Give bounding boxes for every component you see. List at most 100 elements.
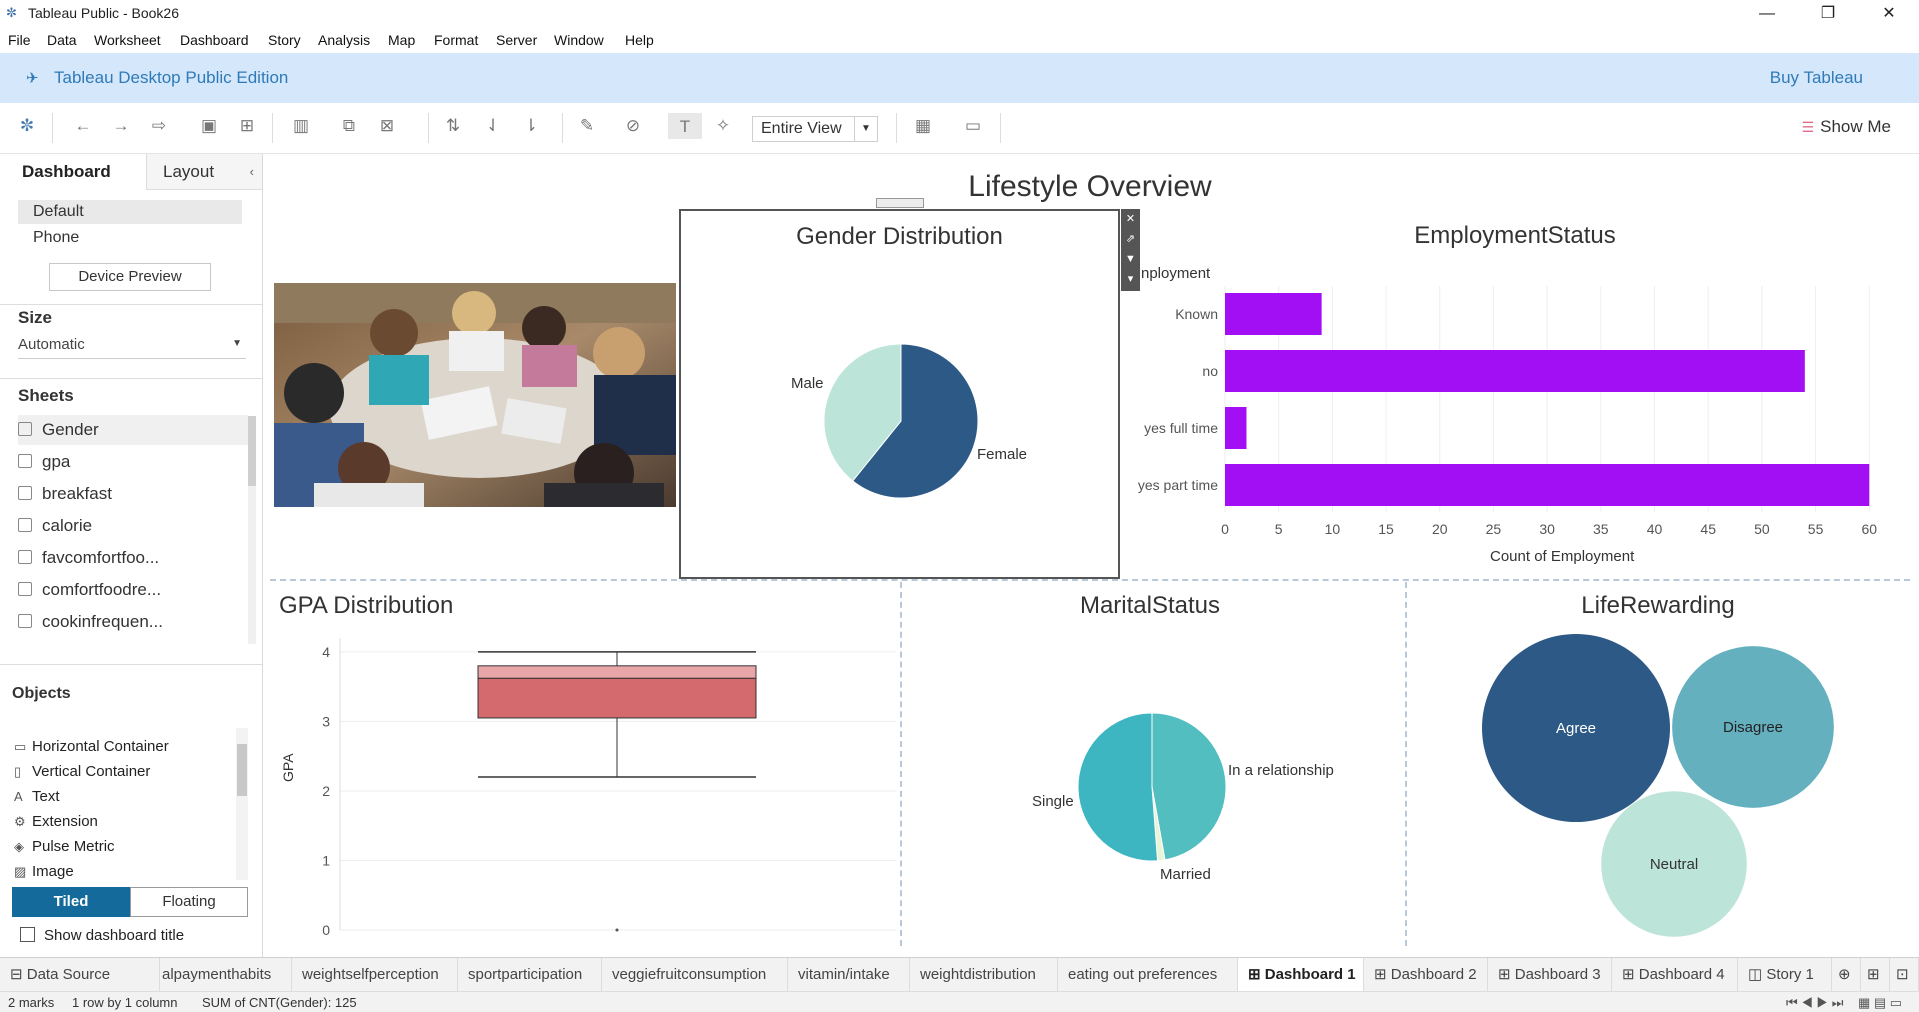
students-photo[interactable]: [274, 283, 676, 507]
tab-dashboard[interactable]: Dashboard: [0, 154, 146, 190]
device-preview-button[interactable]: Device Preview: [49, 263, 211, 291]
menu-analysis[interactable]: Analysis: [318, 32, 371, 48]
new-worksheet-tab-icon[interactable]: ⊕: [1832, 958, 1861, 992]
sort-ascending-icon[interactable]: ⇃: [485, 116, 501, 135]
size-dropdown[interactable]: Automatic ▼: [18, 336, 246, 359]
sheet-item-gpa[interactable]: gpa: [18, 447, 248, 477]
tab-sheet[interactable]: vitamin/intake: [788, 958, 910, 992]
tab-dashboard-4[interactable]: ⊞ Dashboard 4: [1612, 958, 1738, 992]
menu-story[interactable]: Story: [268, 32, 301, 48]
sheets-scrollbar[interactable]: [248, 416, 256, 644]
gender-pie-chart[interactable]: [681, 211, 1118, 577]
sheet-item-breakfast[interactable]: breakfast: [18, 479, 248, 509]
close-button[interactable]: ✕: [1882, 5, 1896, 22]
marital-pie-slice[interactable]: [1077, 712, 1159, 862]
new-story-tab-icon[interactable]: ⊡: [1890, 958, 1919, 992]
save-icon[interactable]: ▣: [200, 116, 218, 135]
employment-bar-chart[interactable]: 0 5 10 15 20 25 30 35 40 45 50 55 60 Known no yes full …: [1120, 280, 1900, 560]
tab-sheet[interactable]: veggiefruitconsumption: [602, 958, 788, 992]
menu-file[interactable]: File: [8, 32, 31, 48]
tab-sheet[interactable]: sportparticipation: [458, 958, 602, 992]
marital-pie-chart[interactable]: [1000, 680, 1300, 880]
employment-bar[interactable]: [1225, 464, 1870, 506]
tab-layout[interactable]: Layout ‹: [146, 154, 262, 190]
sheet-item-comfortfoodreasons[interactable]: comfortfoodre...: [18, 575, 248, 605]
show-cards-icon[interactable]: ▦: [914, 116, 932, 135]
clear-sheet-icon[interactable]: ⊠: [379, 116, 395, 135]
tab-dashboard-1[interactable]: ⊞ Dashboard 1: [1238, 958, 1364, 992]
show-labels-icon[interactable]: T: [668, 113, 702, 139]
new-data-source-icon[interactable]: ⊞: [239, 116, 255, 135]
new-worksheet-icon[interactable]: ▥: [292, 116, 310, 135]
employment-bar[interactable]: [1225, 407, 1247, 449]
object-vertical-container[interactable]: ▯ Vertical Container: [14, 761, 150, 783]
group-icon[interactable]: ⊘: [625, 116, 641, 135]
filter-icon[interactable]: ▼: [1125, 253, 1136, 265]
tab-navigation-icons[interactable]: ⏮ ◀ ▶ ⏭: [1786, 995, 1844, 1010]
undo-icon[interactable]: ←: [74, 116, 92, 135]
gpa-box-plot[interactable]: 0 1 2 3 4: [300, 630, 896, 946]
object-pulse-metric[interactable]: ◈ Pulse Metric: [14, 836, 115, 858]
buy-tableau-link[interactable]: Buy Tableau: [1769, 68, 1863, 87]
menu-help[interactable]: Help: [625, 32, 654, 48]
duplicate-icon[interactable]: ⧉: [342, 116, 356, 135]
gender-pie-slice[interactable]: [851, 343, 979, 499]
employment-bar[interactable]: [1225, 293, 1322, 335]
more-options-icon[interactable]: ▾: [1127, 273, 1134, 285]
menu-format[interactable]: Format: [434, 32, 479, 48]
move-handle[interactable]: [876, 198, 924, 208]
highlight-icon[interactable]: ✎: [579, 116, 595, 135]
sheet-item-favcomfortfood[interactable]: favcomfortfoo...: [18, 543, 248, 573]
object-horizontal-container[interactable]: ▭ Horizontal Container: [14, 736, 169, 758]
replay-icon[interactable]: ⇨: [151, 116, 167, 135]
floating-button[interactable]: Floating: [130, 887, 248, 917]
menu-worksheet[interactable]: Worksheet: [94, 32, 161, 48]
gender-pie-slice[interactable]: [823, 343, 902, 482]
gender-distribution-sheet[interactable]: Gender Distribution Male Female: [679, 209, 1120, 579]
go-to-sheet-icon[interactable]: ⇗: [1125, 233, 1136, 245]
liferewarding-bubble-chart[interactable]: Agree Disagree Neutral: [1410, 630, 1910, 950]
sheet-item-gender[interactable]: Gender: [18, 415, 248, 445]
fit-dropdown[interactable]: Entire View ▼: [752, 116, 878, 142]
restore-button[interactable]: ❐: [1820, 5, 1836, 22]
employment-bar[interactable]: [1225, 350, 1805, 392]
gpa-outlier-point[interactable]: [615, 928, 619, 932]
tab-dashboard-2[interactable]: ⊞ Dashboard 2: [1364, 958, 1488, 992]
gpa-box-lower[interactable]: [477, 677, 757, 719]
tab-sheet[interactable]: weightdistribution: [910, 958, 1058, 992]
object-text[interactable]: A Text: [14, 786, 60, 808]
sheets-scrollbar-thumb[interactable]: [248, 416, 256, 486]
minimize-button[interactable]: —: [1759, 5, 1775, 22]
tiled-button[interactable]: Tiled: [12, 887, 130, 917]
tab-story-1[interactable]: ◫ Story 1: [1738, 958, 1832, 992]
collapse-chevron-icon[interactable]: ‹: [249, 164, 254, 179]
sort-descending-icon[interactable]: ⇂: [523, 116, 539, 135]
menu-map[interactable]: Map: [388, 32, 416, 48]
new-dashboard-tab-icon[interactable]: ⊞: [1861, 958, 1890, 992]
liferewarding-bubble[interactable]: [1482, 634, 1670, 822]
gpa-box-upper[interactable]: [477, 665, 757, 679]
swap-icon[interactable]: ⇅: [445, 116, 461, 135]
tab-sheet[interactable]: eating out preferences: [1058, 958, 1238, 992]
liferewarding-bubble[interactable]: [1672, 646, 1834, 808]
remove-icon[interactable]: ✕: [1125, 213, 1136, 225]
sheet-item-cookingfrequency[interactable]: cookinfrequen...: [18, 607, 248, 637]
tab-data-source[interactable]: ⊟ Data Source: [0, 958, 160, 992]
presentation-mode-icon[interactable]: ▭: [964, 116, 982, 135]
sheet-item-calorie[interactable]: calorie: [18, 511, 248, 541]
menu-data[interactable]: Data: [47, 32, 77, 48]
object-extension[interactable]: ⚙ Extension: [14, 811, 98, 833]
tab-sheet[interactable]: weightselfperception: [292, 958, 458, 992]
object-image[interactable]: ▨ Image: [14, 861, 74, 883]
menu-server[interactable]: Server: [496, 32, 538, 48]
tab-sheet[interactable]: alpaymenthabits: [160, 958, 292, 992]
show-dashboard-title-checkbox[interactable]: Show dashboard title: [20, 927, 184, 944]
liferewarding-bubble[interactable]: [1601, 791, 1747, 937]
tableau-logo-icon[interactable]: ✼: [19, 116, 35, 135]
objects-scrollbar-thumb[interactable]: [237, 744, 247, 796]
device-default[interactable]: Default: [18, 200, 242, 224]
device-phone[interactable]: Phone: [33, 229, 80, 246]
menu-window[interactable]: Window: [554, 32, 604, 48]
marital-pie-slice[interactable]: [1151, 712, 1227, 861]
menu-dashboard[interactable]: Dashboard: [180, 32, 249, 48]
